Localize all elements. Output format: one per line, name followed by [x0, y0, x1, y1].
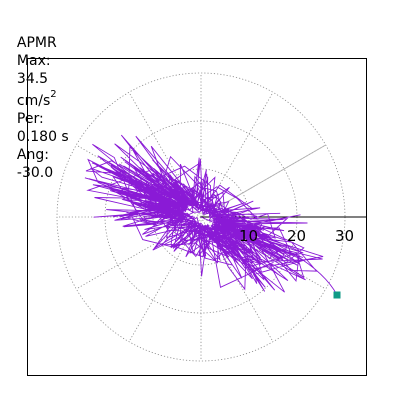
current-position-marker — [333, 291, 341, 299]
ring-label-30: 30 — [335, 227, 354, 245]
ang-label: Ang: — [16, 146, 49, 163]
ring-label-10: 10 — [239, 227, 258, 245]
acceleration-trace — [84, 134, 338, 296]
max-label: Max: — [16, 53, 51, 69]
polar-plot-frame: 10 20 30 — [27, 58, 367, 376]
channel-label: APMR — [16, 35, 57, 51]
max-unit: cm/s — [16, 92, 51, 109]
polar-plot: 10 20 30 — [56, 72, 366, 362]
max-value: 34.5 — [16, 71, 49, 87]
ang-value: -30.0 — [16, 164, 54, 181]
readout-header: APMR Max: 34.5 cm/s2 Per: 0.180 s Ang: -… — [8, 16, 78, 182]
per-label: Per: — [16, 110, 44, 127]
per-value: 0.180 s — [16, 128, 69, 145]
ring-label-20: 20 — [287, 227, 306, 245]
max-unit-exponent: 2 — [50, 89, 57, 100]
